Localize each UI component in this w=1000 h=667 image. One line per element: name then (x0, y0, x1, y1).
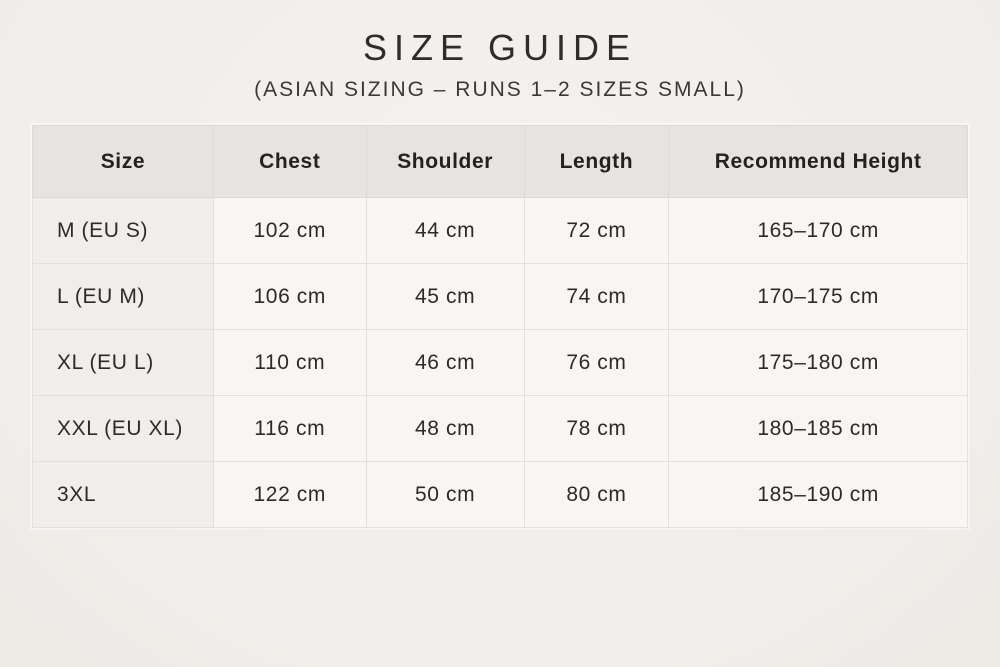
measurement-cell: 72 cm (523, 197, 670, 265)
size-guide-table: Size Chest Shoulder Length Recommend Height … (32, 125, 968, 529)
table-row-xl-eu-l: XL (EU L) 110 cm 46 cm 76 cm 175–180 cm (32, 329, 968, 397)
table-header: Size Chest Shoulder Length Recommend Height (32, 125, 968, 199)
page-title: SIZE GUIDE (362, 27, 638, 68)
column-header-recommend-height: Recommend Height (668, 125, 968, 199)
measurement-cell: 80 cm (523, 461, 670, 529)
measurement-cell: 106 cm (212, 263, 367, 331)
measurement-cell: 180–185 cm (668, 395, 968, 463)
measurement-cell: 50 cm (365, 461, 525, 529)
measurement-cell: 102 cm (212, 197, 367, 265)
column-header-chest: Chest (212, 125, 367, 199)
measurement-cell: 46 cm (365, 329, 525, 397)
measurement-cell: 185–190 cm (668, 461, 968, 529)
size-label-cell: 3XL (32, 461, 214, 529)
column-header-length: Length (523, 125, 670, 199)
header-row: Size Chest Shoulder Length Recommend Height (32, 125, 968, 199)
size-label-cell: M (EU S) (32, 197, 214, 265)
page-subtitle: (ASIAN SIZING – RUNS 1–2 SIZES SMALL) (254, 78, 746, 102)
column-header-shoulder: Shoulder (365, 125, 525, 199)
measurement-cell: 44 cm (365, 197, 525, 265)
measurement-cell: 170–175 cm (668, 263, 968, 331)
measurement-cell: 78 cm (523, 395, 670, 463)
measurement-cell: 165–170 cm (668, 197, 968, 265)
measurement-cell: 45 cm (365, 263, 525, 331)
table-row-3xl: 3XL 122 cm 50 cm 80 cm 185–190 cm (32, 461, 968, 529)
size-label-cell: XL (EU L) (32, 329, 214, 397)
size-label-cell: L (EU M) (32, 263, 214, 331)
table-row-l-eu-m: L (EU M) 106 cm 45 cm 74 cm 170–175 cm (32, 263, 968, 331)
measurement-cell: 48 cm (365, 395, 525, 463)
measurement-cell: 175–180 cm (668, 329, 968, 397)
column-header-size: Size (32, 125, 214, 199)
table-row-xxl-eu-xl: XXL (EU XL) 116 cm 48 cm 78 cm 180–185 cm (32, 395, 968, 463)
measurement-cell: 122 cm (212, 461, 367, 529)
measurement-cell: 74 cm (523, 263, 670, 331)
measurement-cell: 116 cm (212, 395, 367, 463)
measurement-cell: 76 cm (523, 329, 670, 397)
measurement-cell: 110 cm (212, 329, 367, 397)
table-row-m-eu-s: M (EU S) 102 cm 44 cm 72 cm 165–170 cm (32, 197, 968, 265)
size-label-cell: XXL (EU XL) (32, 395, 214, 463)
table-body: M (EU S) 102 cm 44 cm 72 cm 165–170 cm L (EU … (32, 197, 968, 529)
